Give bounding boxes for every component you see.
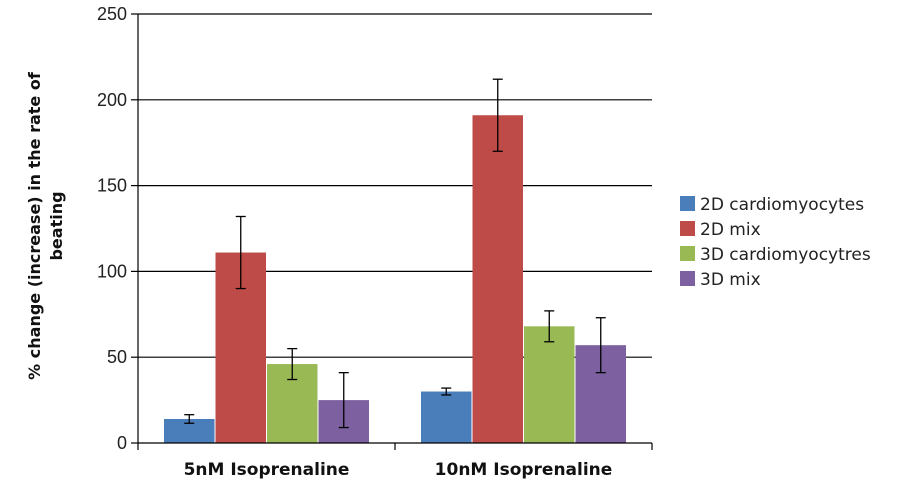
bars xyxy=(164,115,626,443)
y-tick-label: 50 xyxy=(107,347,127,367)
y-tick-label: 150 xyxy=(97,176,127,196)
bar xyxy=(472,115,523,443)
legend-label: 2D mix xyxy=(700,220,761,240)
gridlines xyxy=(138,13,652,358)
axes xyxy=(137,14,653,450)
legend-swatch xyxy=(680,196,695,211)
legend-swatch xyxy=(680,221,695,236)
legend-swatch xyxy=(680,246,695,261)
legend-label: 2D cardiomyocytes xyxy=(700,195,864,215)
x-category-label: 5nM Isoprenaline xyxy=(184,460,350,480)
legend-label: 3D mix xyxy=(700,270,761,290)
y-tick-label: 0 xyxy=(117,433,127,453)
bar xyxy=(421,391,472,443)
x-category-label: 10nM Isoprenaline xyxy=(435,460,613,480)
error-bars xyxy=(184,78,606,429)
y-axis-ticks: 0 50 100 150 200 250 xyxy=(97,4,138,453)
y-tick-label: 100 xyxy=(97,261,127,281)
x-axis-categories: 5nM Isoprenaline 10nM Isoprenaline xyxy=(184,460,613,480)
y-tick-label: 250 xyxy=(97,4,127,24)
y-axis-label-line: % change (increase) in the rate of xyxy=(25,71,44,380)
legend: 2D cardiomyocytes 2D mix 3D cardiomyocytre… xyxy=(680,195,871,290)
legend-swatch xyxy=(680,271,695,286)
bar xyxy=(524,326,575,443)
y-axis-label-line: beating xyxy=(47,191,66,260)
y-tick-label: 200 xyxy=(97,90,127,110)
y-axis-label: % change (increase) in the rate of beatin… xyxy=(25,71,66,380)
legend-label: 3D cardiomyocytres xyxy=(700,245,871,265)
